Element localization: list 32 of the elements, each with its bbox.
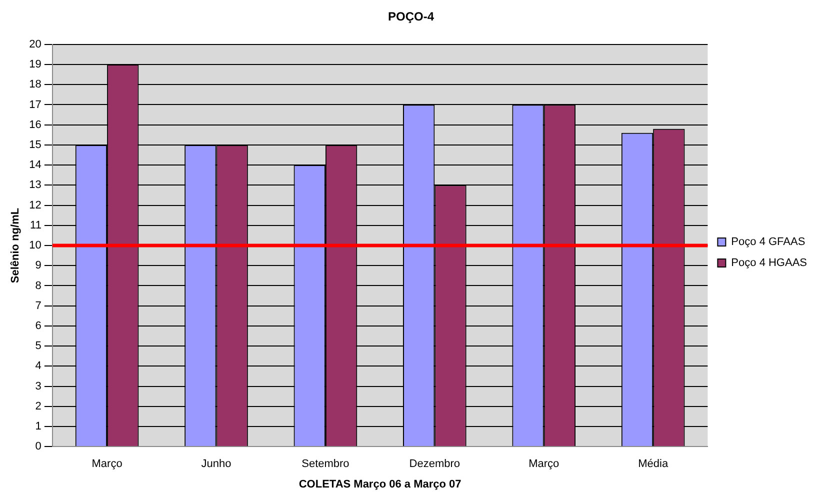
- legend-label: Poço 4 HGAAS: [731, 257, 808, 270]
- x-axis-title: COLETAS Março 06 a Março 07: [298, 478, 462, 490]
- legend-label: Poço 4 GFAAS: [731, 236, 806, 248]
- y-axis-title: Selênio ng/mL: [10, 208, 22, 284]
- y-tick-label: 12: [29, 199, 42, 212]
- x-tick-label: Junho: [201, 458, 232, 470]
- y-tick-label: 14: [29, 159, 42, 172]
- y-tick-label: 10: [29, 240, 42, 252]
- y-tick-label: 15: [29, 138, 42, 151]
- y-tick-label: 9: [35, 260, 42, 272]
- x-tick-label: Março: [92, 458, 122, 470]
- y-tick-label: 3: [35, 380, 42, 392]
- chart-title: POÇO-4: [388, 10, 434, 24]
- y-tick-label: 20: [29, 38, 42, 50]
- y-tick-label: 16: [29, 118, 42, 131]
- x-tick-label: Setembro: [302, 458, 350, 470]
- y-tick-label: 19: [29, 58, 42, 71]
- y-tick-label: 17: [29, 98, 42, 111]
- y-tick-label: 4: [35, 360, 42, 372]
- y-tick-label: 6: [35, 320, 42, 332]
- y-tick-label: 1: [35, 420, 42, 433]
- y-tick-label: 18: [29, 78, 42, 91]
- y-tick-label: 7: [35, 300, 42, 312]
- y-tick-label: 8: [35, 280, 42, 292]
- x-tick-label: Dezembro: [409, 458, 460, 470]
- y-tick-label: 13: [29, 179, 42, 192]
- y-tick-label: 0: [35, 440, 42, 453]
- y-tick-label: 2: [35, 400, 42, 412]
- y-tick-label: 5: [35, 340, 42, 352]
- x-tick-label: Março: [528, 458, 560, 470]
- y-tick-label: 11: [30, 219, 42, 232]
- x-tick-label: Média: [638, 458, 669, 470]
